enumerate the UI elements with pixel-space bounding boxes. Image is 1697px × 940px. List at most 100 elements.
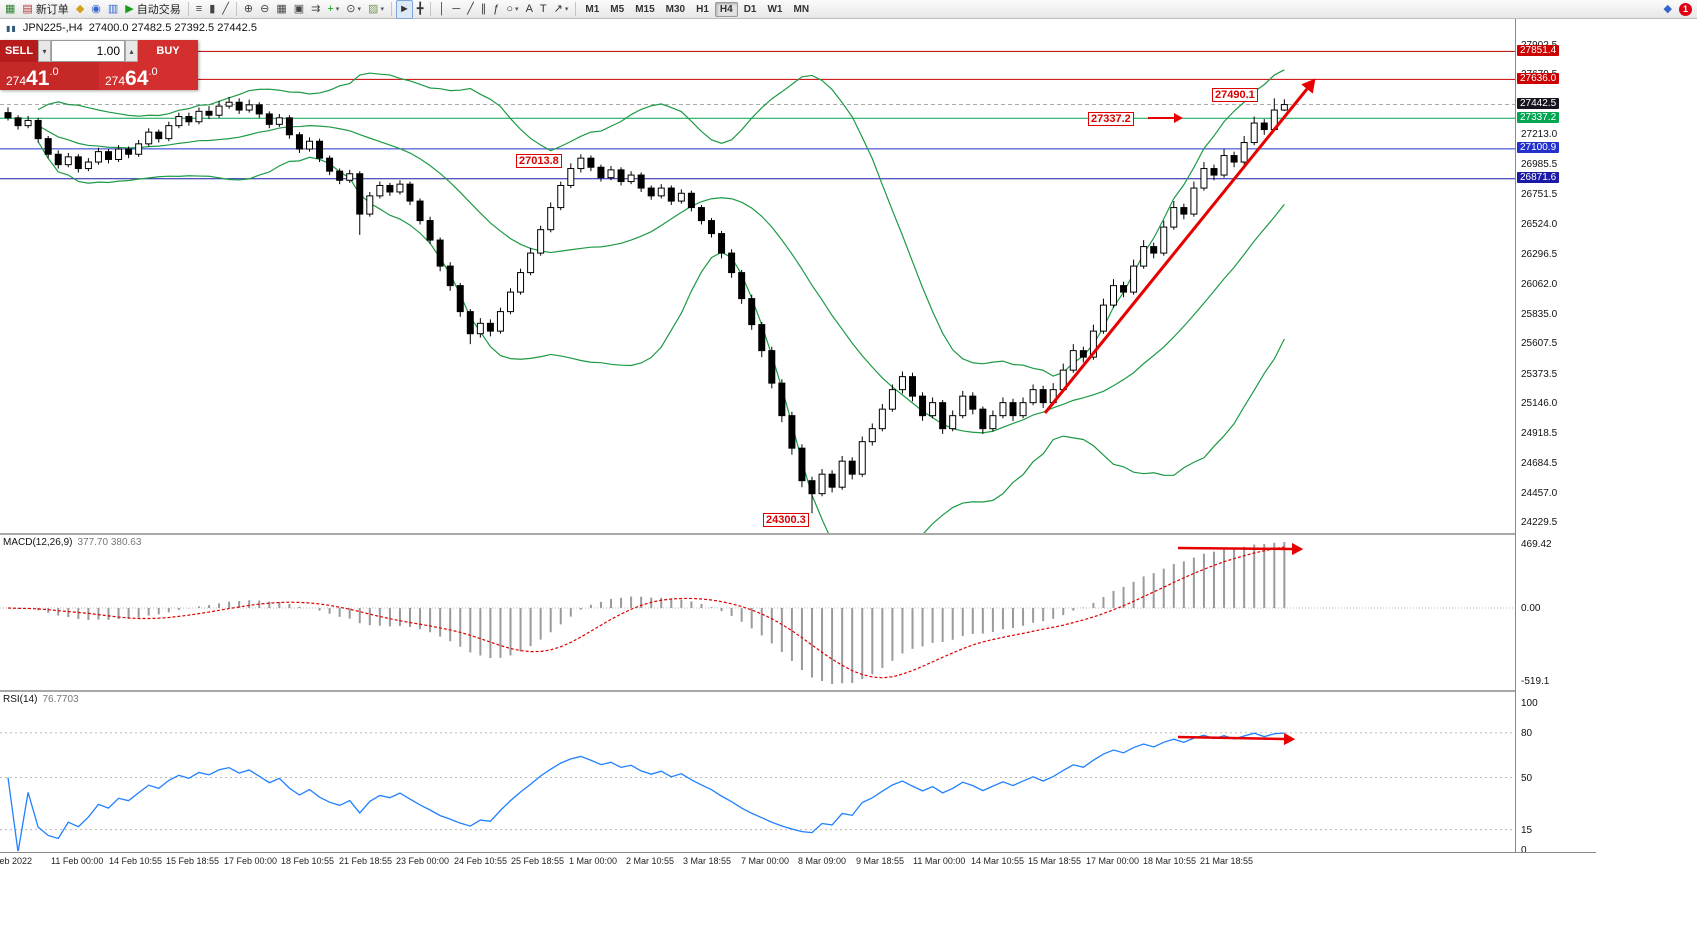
horizontal-line-icon[interactable]: ─ [452,2,461,15]
candle-icon: ▮▮ [6,23,17,33]
rsi-pane-canvas[interactable] [0,693,1515,851]
time-label: 2 Mar 10:55 [626,856,675,866]
rsi-axis-label: 0 [1521,845,1527,856]
rsi-axis-label: 80 [1521,727,1533,739]
zoom-in-icon[interactable]: ⊕ [243,2,254,15]
price-annotation[interactable]: 27337.2 [1088,112,1134,126]
chart-window[interactable]: ▮▮ JPN225-,H4 27400.0 27482.5 27392.5 27… [0,19,1697,940]
time-label: 9 Mar 18:55 [856,856,905,866]
community-icon[interactable]: ◆ [1663,2,1672,15]
price-badge: 27337.2 [1517,111,1560,123]
timeframe-mn[interactable]: MN [793,3,810,15]
timeframe-m15[interactable]: M15 [635,3,655,15]
price-tick-label: 26524.0 [1521,219,1558,230]
price-badge: 27442.5 [1517,98,1560,109]
timeframe-m30[interactable]: M30 [665,3,686,15]
price-badge: 27636.0 [1517,72,1560,84]
price-annotation[interactable]: 27013.8 [516,154,562,168]
macd-axis-label: -519.1 [1521,676,1550,687]
time-label: 11 Mar 00:00 [913,856,966,866]
periods-icon[interactable]: ⊙ ▾ [346,2,362,15]
rsi-axis-label: 50 [1521,772,1533,784]
price-tick-label: 25607.5 [1521,338,1558,350]
auto-scroll-icon[interactable]: ▣ [293,2,305,15]
time-label: 18 Mar 10:55 [1143,856,1197,866]
timeframe-m1[interactable]: M1 [585,3,600,15]
chart-shift-icon[interactable]: ⇉ [311,2,321,15]
candle-chart-icon[interactable]: ▮ [209,2,216,15]
time-label: 17 Feb 00:00 [224,856,278,866]
price-tick-label: 24457.0 [1521,487,1558,499]
vertical-line-icon[interactable]: │ [438,2,446,15]
bar-chart-icon[interactable]: ≡ [195,2,203,15]
line-chart-icon[interactable]: ╱ [222,2,229,15]
time-label: 15 Mar 18:55 [1028,856,1082,866]
macd-pane-canvas[interactable] [0,536,1515,690]
price-tick-label: 24684.5 [1521,458,1558,470]
sell-button[interactable]: SELL [0,40,38,62]
price-tick-label: 25146.0 [1521,398,1558,410]
shapes-icon[interactable]: ○ ▾ [506,2,519,15]
pane-separator[interactable] [0,533,1580,535]
channel-icon[interactable]: ∥ [480,2,487,15]
volume-up-button[interactable]: ▴ [125,40,138,62]
time-label: 24 Feb 10:55 [454,856,508,866]
volume-input[interactable] [51,40,125,62]
pane-separator[interactable] [0,690,1580,692]
toolbar-separator [390,2,392,16]
new-order-button[interactable]: ▤ 新订单 [22,2,69,16]
buy-button[interactable]: BUY [138,40,198,62]
time-label: 14 Feb 10:55 [109,856,163,866]
indicators-icon[interactable]: + ▾ [327,2,340,15]
timeframe-h1[interactable]: H1 [696,3,709,15]
toolbar-separator [430,2,432,16]
time-label: 3 Mar 18:55 [683,856,732,866]
time-label: 17 Mar 00:00 [1086,856,1140,866]
autotrading-button[interactable]: ▶ 自动交易 [125,2,181,16]
toolbar-separator [575,2,577,16]
timeframe-m5[interactable]: M5 [610,3,625,15]
price-annotation[interactable]: 27490.1 [1212,88,1258,102]
zoom-out-icon[interactable]: ⊖ [260,2,270,15]
rsi-axis-label: 15 [1521,824,1533,836]
rsi-label: RSI(14) 76.7703 [3,694,79,705]
data-window-icon[interactable]: ▥ [107,2,119,15]
time-label: 11 Feb 00:00 [51,856,104,866]
volume-down-button[interactable]: ▾ [38,40,51,62]
notification-badge[interactable]: 1 [1679,2,1692,16]
price-axis[interactable]: 27902.527679.527213.026985.526751.526524… [1515,19,1596,856]
time-label: 8 Mar 09:00 [798,856,847,866]
price-annotation[interactable]: 24300.3 [763,513,809,527]
price-tick-label: 26985.5 [1521,158,1558,170]
order-diamond-icon[interactable]: ◆ [75,2,85,15]
symbol-timeframe-label: JPN225-,H4 [22,22,83,34]
cursor-icon[interactable]: ► [395,0,413,19]
trendline-icon[interactable]: ╱ [467,2,474,15]
price-tick-label: 24229.5 [1521,517,1558,529]
window-icon[interactable]: ▦ [5,2,16,15]
macd-axis-label: 0.00 [1521,603,1541,614]
tile-windows-icon[interactable]: ▦ [276,2,287,15]
arrow-tools-icon[interactable]: ↗ ▾ [553,2,569,15]
templates-icon[interactable]: ▨ ▾ [368,2,384,15]
text-icon[interactable]: A [525,2,533,15]
ohlc-values: 27400.0 27482.5 27392.5 27442.5 [88,22,257,34]
main-chart-canvas[interactable] [0,19,1515,534]
time-label: 1 Mar 00:00 [569,856,618,866]
time-label: 21 Feb 18:55 [339,856,393,866]
sell-price[interactable]: 274 41.0 [0,62,99,90]
market-watch-icon[interactable]: ◉ [91,2,101,15]
timeframe-h4[interactable]: H4 [714,1,738,17]
time-label: 18 Feb 10:55 [281,856,335,866]
timeframe-w1[interactable]: W1 [767,3,783,15]
crosshair-icon[interactable]: ╋ [416,2,424,15]
buy-price[interactable]: 274 64.0 [99,62,198,90]
time-label: 14 Mar 10:55 [971,856,1025,866]
timeframe-d1[interactable]: D1 [743,3,757,15]
fibonacci-icon[interactable]: ƒ [493,2,500,15]
price-badge: 27851.4 [1517,44,1560,56]
text-label-icon[interactable]: T [539,2,547,15]
